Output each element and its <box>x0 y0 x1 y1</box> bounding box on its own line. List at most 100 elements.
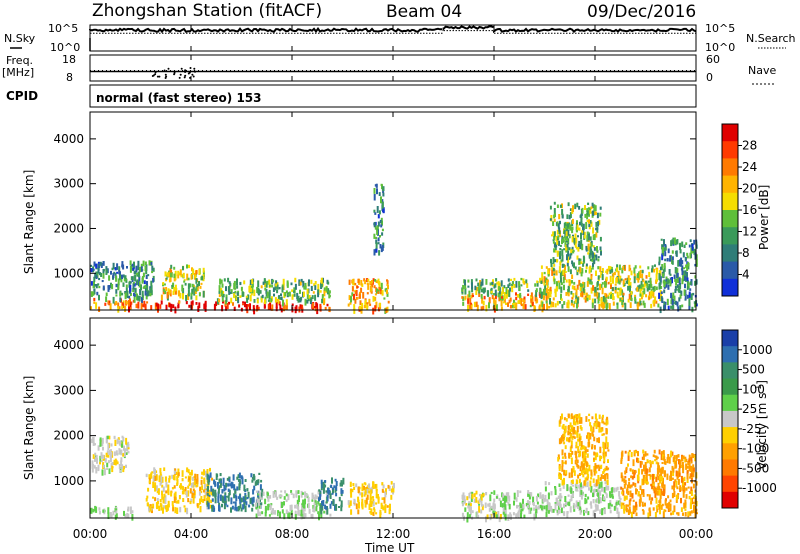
echo-cell <box>214 497 217 504</box>
echo-cell <box>627 463 629 467</box>
echo-cell <box>599 455 602 462</box>
echo-cell <box>225 495 228 498</box>
echo-cell <box>501 492 504 498</box>
echo-cell <box>646 459 649 464</box>
echo-cell <box>568 283 571 287</box>
echo-cell <box>469 304 472 309</box>
echo-cell <box>275 306 278 312</box>
echo-cell <box>95 284 98 289</box>
echo-cell <box>118 306 121 309</box>
echo-cell <box>215 301 218 306</box>
echo-cell <box>592 245 595 248</box>
echo-cell <box>377 242 380 245</box>
echo-cell <box>388 485 391 491</box>
colorbar-tick-label: -100 <box>742 442 769 456</box>
echo-cell <box>260 285 263 289</box>
echo-cell <box>501 296 503 299</box>
echo-cell <box>234 287 237 290</box>
echo-cell <box>372 483 375 489</box>
echo-cell <box>576 220 578 225</box>
echo-cell <box>628 499 631 506</box>
echo-cell <box>478 503 481 506</box>
echo-cell <box>225 294 228 298</box>
echo-cell <box>571 263 574 267</box>
echo-cell <box>114 267 117 271</box>
echo-cell <box>468 514 471 518</box>
echo-cell <box>682 481 685 486</box>
echo-cell <box>661 454 664 460</box>
echo-cell <box>187 293 190 300</box>
echo-cell <box>585 416 588 422</box>
echo-cell <box>580 482 582 488</box>
echo-cell <box>353 304 356 311</box>
echo-cell <box>212 489 215 497</box>
echo-cell <box>630 290 633 295</box>
echo-cell <box>502 495 505 502</box>
echo-cell <box>580 239 583 246</box>
echo-cell <box>376 225 379 232</box>
echo-cell <box>233 306 236 311</box>
echo-cell <box>382 506 385 511</box>
echo-cell <box>581 207 584 214</box>
echo-cell <box>652 300 655 304</box>
echo-cell <box>532 496 535 503</box>
echo-cell <box>300 490 303 498</box>
echo-cell <box>554 503 557 511</box>
echo-cell <box>559 503 562 508</box>
echo-cell <box>106 467 109 470</box>
echo-cell <box>545 287 548 294</box>
echo-cell <box>319 506 322 514</box>
echo-cell <box>578 454 581 458</box>
echo-cell <box>684 499 687 505</box>
echo-cell <box>96 458 98 464</box>
echo-cell <box>576 297 579 304</box>
echo-cell <box>592 510 595 517</box>
colorbar-swatch <box>722 362 738 380</box>
echo-cell <box>609 510 612 514</box>
echo-cell <box>376 188 378 195</box>
echo-cell <box>218 294 221 297</box>
echo-cell <box>590 275 593 281</box>
echo-cell <box>560 282 563 286</box>
echo-cell <box>625 466 628 470</box>
echo-cell <box>127 447 130 450</box>
echo-cell <box>613 505 616 511</box>
echo-cell <box>114 439 117 446</box>
echo-cell <box>236 285 239 289</box>
echo-cell <box>578 279 581 286</box>
echo-cell <box>364 499 367 504</box>
echo-cell <box>573 262 575 269</box>
echo-cell <box>603 460 606 464</box>
echo-cell <box>579 242 582 250</box>
echo-cell <box>485 492 488 496</box>
cpid-text: normal (fast stereo) 153 <box>96 91 262 105</box>
echo-cell <box>260 492 263 496</box>
echo-cell <box>124 513 127 518</box>
echo-cell <box>667 502 670 507</box>
echo-cell <box>251 479 254 483</box>
echo-cell <box>586 212 589 220</box>
echo-cell <box>371 283 374 288</box>
echo-cell <box>202 274 205 282</box>
echo-cell <box>250 288 253 292</box>
echo-cell <box>382 207 385 214</box>
echo-cell <box>568 247 571 251</box>
colorbar-swatch <box>722 378 738 396</box>
echo-cell <box>689 491 692 494</box>
echo-cell <box>125 278 128 281</box>
echo-cell <box>605 436 608 444</box>
echo-cell <box>369 500 372 507</box>
echo-cell <box>688 468 691 472</box>
echo-cell <box>655 267 658 271</box>
echo-cell <box>293 293 296 297</box>
nave-scatter-point <box>178 76 181 79</box>
echo-cell <box>667 495 670 499</box>
echo-cell <box>511 281 514 286</box>
echo-cell <box>475 290 478 295</box>
echo-cell <box>579 491 582 497</box>
echo-cell <box>552 221 555 226</box>
echo-cell <box>355 503 358 510</box>
echo-cell <box>590 505 593 509</box>
echo-cell <box>228 489 231 496</box>
echo-cell <box>290 509 293 515</box>
